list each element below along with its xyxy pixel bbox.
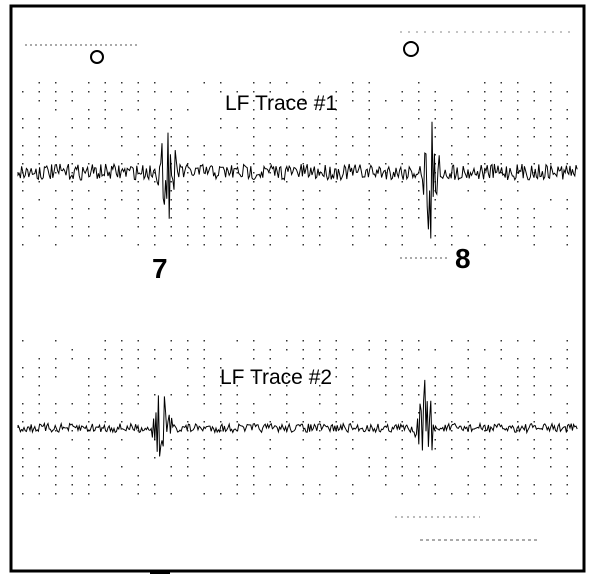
event-number: 7 xyxy=(152,253,168,284)
background xyxy=(0,0,592,577)
figure: LF Trace #1 7 8 LF Trace #2 xyxy=(0,0,592,577)
trace-label: LF Trace #1 xyxy=(225,92,337,115)
trace-label: LF Trace #2 xyxy=(220,366,332,389)
event-number: 8 xyxy=(455,243,471,274)
scan-mark xyxy=(150,571,170,574)
